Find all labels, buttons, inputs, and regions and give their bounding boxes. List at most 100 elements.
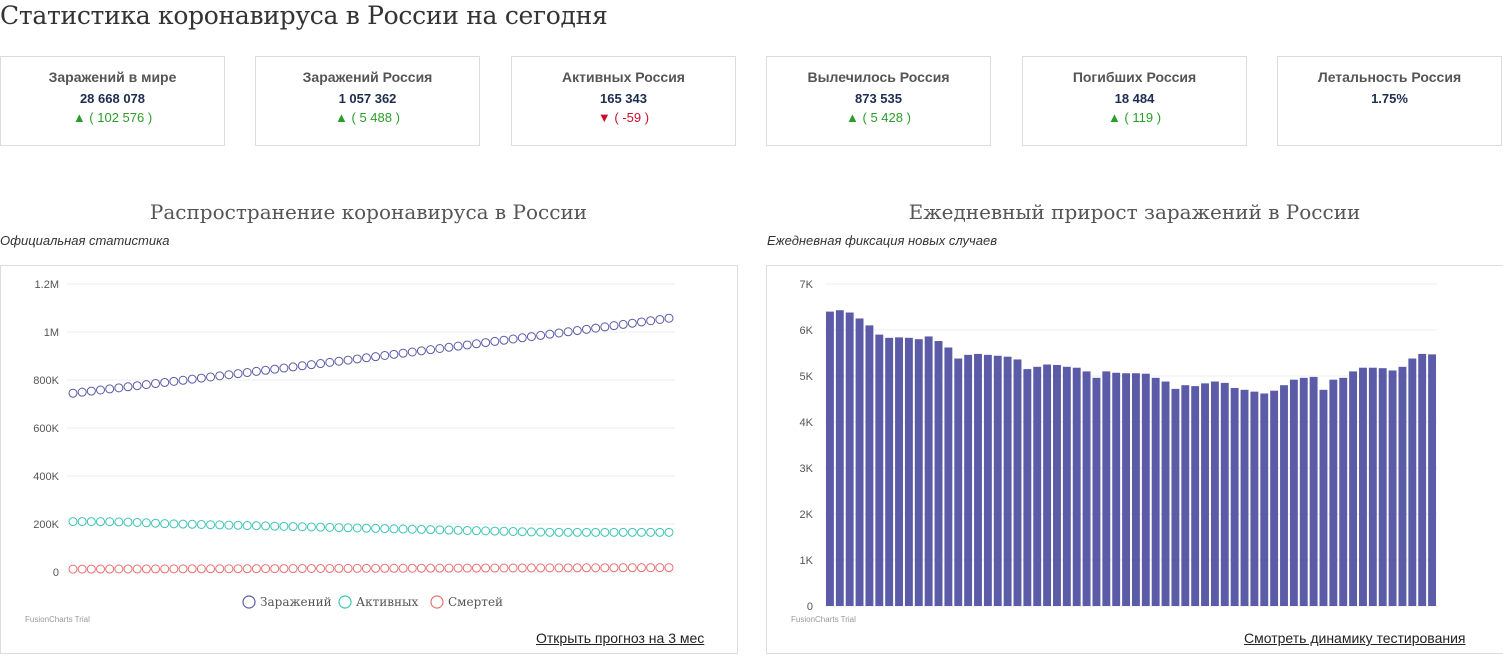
bar [1408,358,1417,606]
line-chart: 0 200K 400K 600K 800K 1M 1.2M Заражений Активных… [25,279,675,624]
legend-marker [338,595,352,609]
stat-value: 28 668 078 [79,91,146,106]
line-point [426,525,436,535]
line-point [416,563,426,573]
line-point [646,316,656,326]
line-point [499,563,509,573]
line-point [77,517,87,527]
stat-card-world-infected: Заражений в мире 28 668 078 ▲ ( 102 576 … [0,56,225,146]
bar [954,358,963,606]
line-point [96,517,106,527]
line-point [545,527,555,537]
line-point [517,333,527,343]
line-point [554,527,564,537]
bar [1191,386,1200,606]
line-point [251,564,261,574]
line-point [316,522,326,532]
bar [1260,393,1269,606]
legend-marker [242,595,256,609]
line-point [151,379,161,389]
line-point [233,520,243,530]
y-tick-label: 3K [800,463,814,475]
stat-value: 165 343 [600,91,647,106]
line-point [114,383,124,393]
line-point [68,388,78,398]
line-point [361,353,371,363]
y-tick-label: 1K [800,555,814,567]
line-point [462,340,472,350]
line-chart-panel: 0 200K 400K 600K 800K 1M 1.2M Заражений Активных… [0,265,738,654]
line-point [572,563,582,573]
line-point [600,563,610,573]
line-point [215,520,225,530]
line-point [206,520,216,530]
line-point [206,372,216,382]
line-point [581,324,591,334]
line-point [526,527,536,537]
y-tick-label: 7K [800,279,814,291]
testing-dynamics-link[interactable]: Смотреть динамику тестирования [1244,630,1466,646]
bar [885,337,894,606]
line-point [444,342,454,352]
line-point [389,349,399,359]
line-point [609,563,619,573]
line-point [86,517,96,527]
line-point [398,563,408,573]
line-point [123,382,133,392]
stat-value: 18 484 [1114,91,1155,106]
bar [1428,354,1437,606]
y-tick-label: 5K [800,371,814,383]
bar [983,354,992,606]
line-point [325,522,335,532]
bar [1418,353,1427,606]
bar [1003,356,1012,606]
y-tick-label: 800K [33,375,59,387]
line-point [224,520,234,530]
line-point [114,564,124,574]
line-point [96,385,106,395]
line-point [407,563,417,573]
line-point [426,563,436,573]
stat-label: Летальность Россия [1317,69,1462,85]
line-point [618,319,628,329]
stat-card-russia-lethality: Летальность Россия 1.75% [1277,56,1502,146]
line-point [105,517,115,527]
line-point [563,527,573,537]
line-point [160,564,170,574]
stat-card-russia-recovered: Вылечилось Россия 873 535 ▲ ( 5 428 ) [766,56,991,146]
line-point [609,527,619,537]
line-point [334,563,344,573]
line-point [655,527,665,537]
bar-chart-subtitle: Ежедневная фиксация новых случаев [767,233,998,248]
bar [1181,385,1190,606]
line-point [187,519,197,529]
bar [1131,373,1140,606]
line-point [96,564,106,574]
line-point [545,329,555,339]
line-point [196,564,206,574]
line-point [416,524,426,534]
line-point [618,527,628,537]
line-point [233,369,243,379]
line-point [288,564,298,574]
line-point [160,519,170,529]
bar [855,318,864,606]
line-point [224,370,234,380]
line-point [270,564,280,574]
line-point [114,517,124,527]
stat-change: ▲ ( 102 576 ) [72,110,153,125]
bar [1023,369,1032,606]
line-point [636,317,646,327]
line-point [655,314,665,324]
forecast-link[interactable]: Открыть прогноз на 3 мес [536,630,705,646]
bar [1270,390,1279,606]
line-point [655,563,665,573]
bar [944,347,953,606]
bar [904,337,913,606]
y-tick-label: 6K [800,325,814,337]
line-point [627,563,637,573]
line-point [508,526,518,536]
bar [835,310,844,606]
line-point [151,518,161,528]
line-point [471,563,481,573]
